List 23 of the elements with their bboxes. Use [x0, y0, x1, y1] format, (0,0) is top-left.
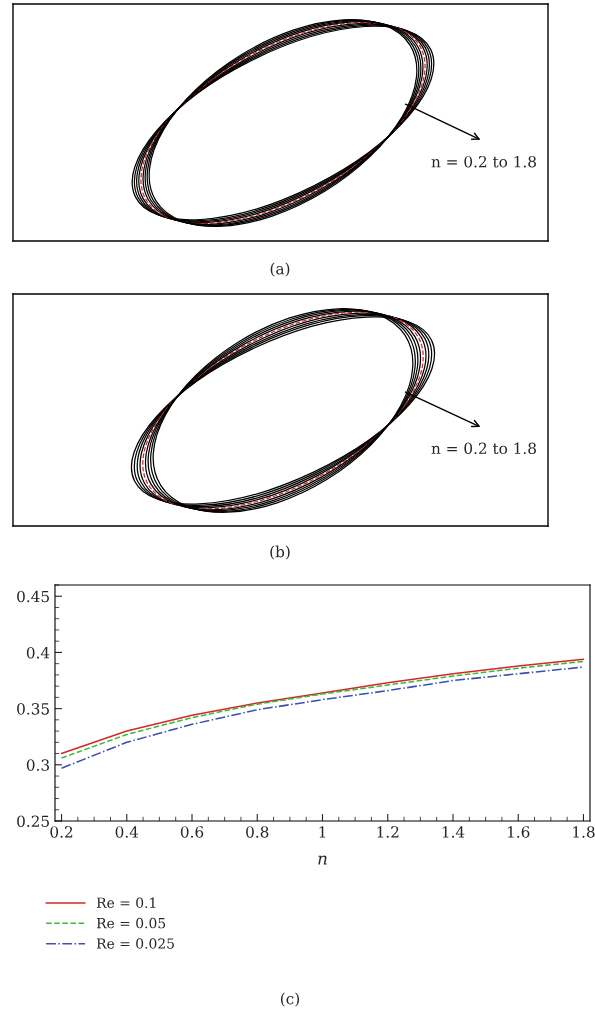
legend-label: Re = 0.025	[96, 938, 174, 949]
y-tick-label: 0.45	[17, 590, 49, 603]
x-tick-label: 0.4	[115, 826, 139, 838]
legend-label: Re = 0.1	[96, 897, 156, 908]
legend-label: Re = 0.05	[96, 917, 166, 929]
x-tick-label: 0.2	[50, 826, 73, 838]
x-axis-title: n	[318, 855, 327, 865]
y-tick-label: 0.25	[17, 815, 49, 828]
y-tick-label: 0.4	[26, 646, 50, 659]
x-tick-label: 0.8	[246, 826, 269, 838]
x-tick-label: 0.6	[180, 826, 204, 838]
y-tick-label: 0.3	[26, 759, 50, 771]
x-tick-label: 1.4	[442, 826, 465, 838]
text: n = 0.2 to 1.8	[431, 442, 536, 455]
text: n = 0.2 to 1.8	[431, 155, 536, 168]
text: (b)	[270, 545, 290, 560]
x-tick-label: 1	[319, 826, 326, 838]
y-tick-label: 0.35	[17, 703, 49, 715]
text: (c)	[280, 992, 300, 1007]
text: (a)	[270, 262, 290, 277]
x-tick-label: 1.8	[573, 826, 595, 838]
x-tick-label: 1.2	[377, 826, 399, 838]
x-tick-label: 1.6	[507, 826, 530, 838]
